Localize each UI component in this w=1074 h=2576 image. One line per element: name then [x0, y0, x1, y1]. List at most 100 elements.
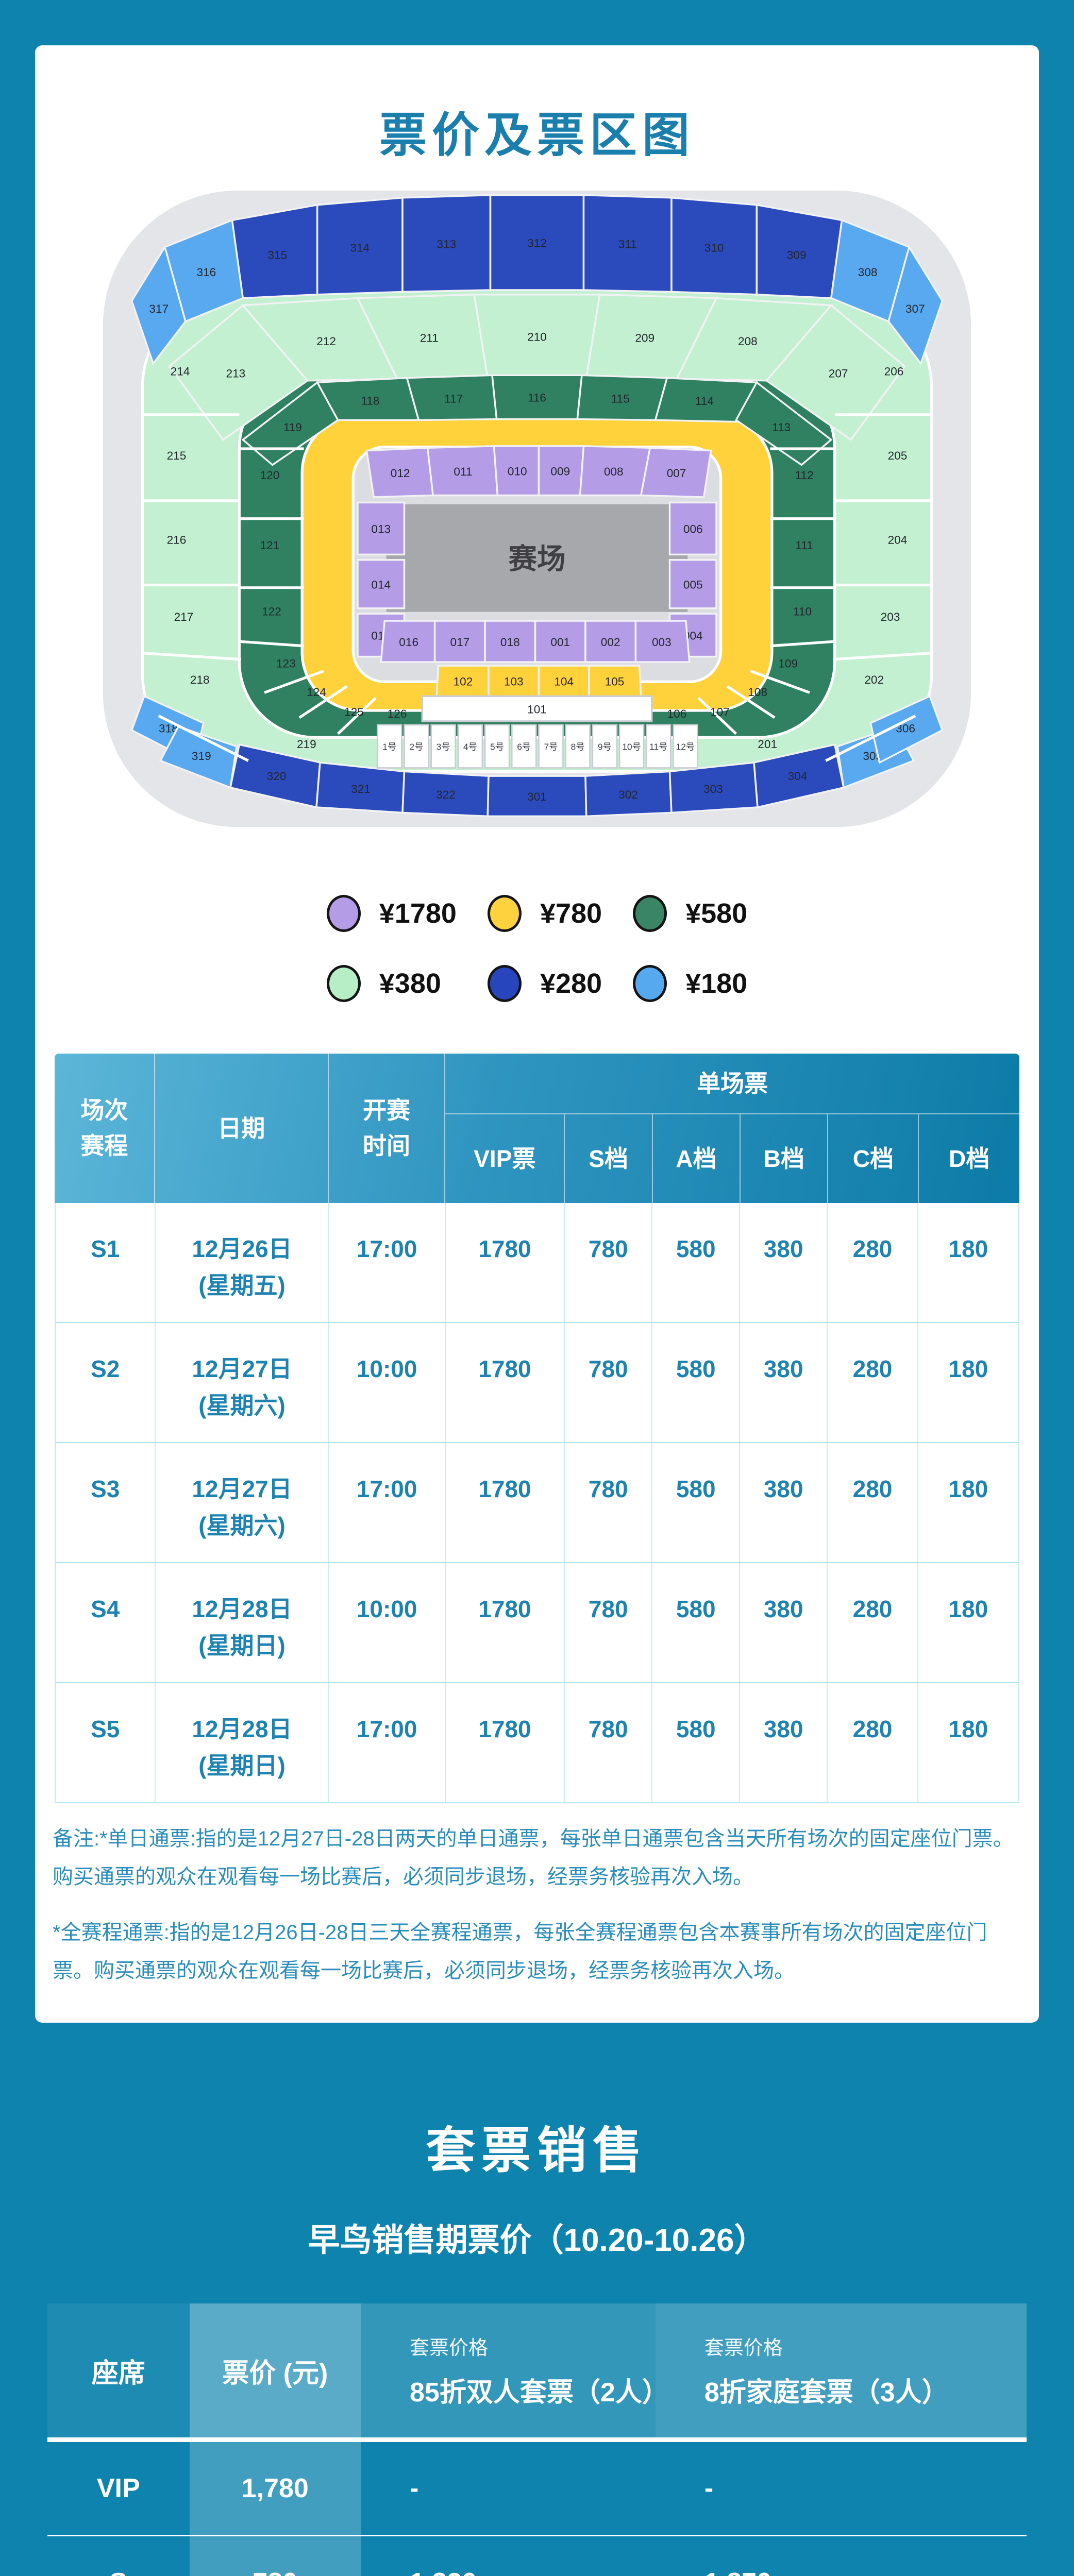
section-label: 119 [283, 421, 302, 434]
stadium-section-207 [765, 304, 906, 441]
cell-session: S3 [91, 1476, 120, 1503]
section-label: 103 [504, 675, 524, 688]
section-label: 301 [527, 790, 547, 803]
cell-price: 280 [827, 1563, 917, 1683]
package-row: S7801,3201,870 [47, 2535, 1027, 2576]
section-label: 201 [758, 738, 777, 751]
legend-price-label: ¥380 [379, 968, 441, 999]
stadium-section-307 [887, 245, 944, 366]
section-label: 321 [351, 783, 371, 795]
section-label: 313 [437, 238, 456, 251]
early-bird-table: 座席 票价 (元) 套票价格 85折双人套票（2人） 套票价格 8折家庭套票（3人） VIP… [47, 2303, 1027, 2576]
stadium-section-014 [357, 559, 406, 609]
strip-label: 12号 [676, 742, 695, 752]
section-label: 204 [888, 533, 908, 546]
cell-session: S4 [91, 1596, 120, 1623]
section-label: 213 [226, 367, 245, 380]
header-session: 场次 赛程 [80, 1097, 128, 1160]
section-label: 012 [391, 467, 410, 480]
section-label: 118 [361, 394, 379, 407]
section-label: 126 [388, 707, 407, 720]
stadium-section-101 [421, 695, 653, 722]
section-label: 123 [276, 657, 296, 670]
stadium-strip-4号 [457, 724, 483, 769]
cell-session: S5 [91, 1716, 120, 1743]
cell-price: 1780 [444, 1323, 564, 1443]
section-label: 110 [793, 605, 812, 618]
section-label: 218 [190, 673, 210, 686]
stadium-strip-7号 [538, 724, 564, 769]
price-legend: ¥1780 ¥780 ¥580 ¥380 ¥280 ¥180 [35, 895, 1039, 1003]
note-full-event-pass: *全赛程通票:指的是12月26日-28日三天全赛程通票，每张全赛程通票包含本赛事… [53, 1921, 987, 1982]
cell-price: 1780 [444, 1563, 564, 1683]
schedule-table: 场次 赛程 日期 开赛 时间 单场票 VIP票 S档 A档 B档 C档 D档 S1 1… [55, 1054, 1019, 1804]
strip-label: 9号 [598, 742, 612, 752]
section-label: 303 [703, 783, 723, 795]
header-seat: 座席 [47, 2303, 190, 2438]
section-label: 211 [420, 332, 439, 345]
package-row: VIP 1,780 - - [47, 2441, 1027, 2535]
cell-seat: S [47, 2536, 190, 2576]
section-label: 206 [884, 365, 904, 378]
header-duo-package: 套票价格 85折双人套票（2人） [361, 2303, 669, 2438]
strip-label: 4号 [463, 742, 477, 752]
section-label: 203 [881, 611, 900, 623]
section-label: 312 [527, 236, 547, 249]
header-single-ticket: 单场票 [444, 1054, 1019, 1114]
cell-duo-price: - [410, 2473, 419, 2504]
section-label: 013 [371, 523, 391, 536]
section-label: 007 [667, 467, 686, 480]
cell-price: 580 [651, 1323, 739, 1443]
section-label: 018 [500, 636, 520, 649]
strip-label: 8号 [571, 742, 585, 752]
section-label: 102 [454, 675, 473, 688]
stadium-section-007 [640, 447, 712, 498]
cell-price: 580 [651, 1443, 739, 1563]
cell-price: 1,780 [189, 2442, 361, 2535]
section-label: 210 [527, 330, 547, 343]
stadium-strip-5号 [484, 724, 510, 769]
cell-price: 780 [564, 1563, 651, 1683]
cell-time: 10:00 [328, 1563, 445, 1683]
section-label: 310 [704, 242, 724, 255]
legend-color-dot-icon [487, 965, 522, 1003]
cell-price: 180 [917, 1683, 1018, 1803]
header-tier-s: S档 [564, 1113, 652, 1204]
cell-date: 12月26日 (星期五) [155, 1203, 328, 1323]
stadium-section-013 [357, 501, 406, 556]
schedule-row: S3 12月27日 (星期六) 17:00 1780 780 580 380 280 180 [56, 1442, 1018, 1563]
cell-price: 580 [651, 1203, 739, 1323]
section-label: 008 [604, 465, 624, 478]
section-label: 202 [864, 673, 884, 686]
cell-seat: VIP [96, 2473, 140, 2504]
cell-price: 380 [739, 1563, 827, 1683]
cell-price: 780 [564, 1203, 651, 1323]
schedule-row: S1 12月26日 (星期五) 17:00 1780 780 580 380 280 180 [56, 1203, 1018, 1323]
legend-price-label: ¥580 [685, 898, 748, 929]
cell-family-price: - [704, 2473, 714, 2504]
cell-price: 280 [827, 1323, 917, 1443]
legend-color-dot-icon [326, 965, 361, 1003]
section-label: 320 [267, 770, 287, 783]
legend-color-dot-icon [326, 895, 361, 933]
schedule-table-header: 场次 赛程 日期 开赛 时间 单场票 VIP票 S档 A档 B档 C档 D档 [55, 1054, 1019, 1204]
cell-price: 780 [564, 1323, 651, 1443]
package-sales-section: 套票销售 早鸟销售期票价（10.20-10.26） 座席 票价 (元) 套票价格 85… [0, 2023, 1074, 2576]
legend-price-label: ¥180 [685, 968, 748, 999]
section-label: 319 [192, 750, 211, 762]
cell-price: 780 [564, 1683, 651, 1803]
cell-time: 17:00 [328, 1443, 445, 1563]
stadium-section-317 [130, 245, 187, 366]
section-label: 114 [695, 395, 714, 408]
strip-label: 1号 [382, 742, 396, 752]
cell-price: 1780 [444, 1203, 564, 1323]
legend-price-label: ¥780 [540, 898, 602, 929]
legend-item: ¥180 [633, 965, 748, 1003]
section-label: 120 [260, 469, 280, 482]
cell-price: 580 [651, 1563, 739, 1683]
cell-price: 380 [739, 1323, 827, 1443]
cell-price: 180 [917, 1563, 1018, 1683]
legend-item: ¥580 [633, 895, 748, 933]
header-tier-d: D档 [918, 1113, 1019, 1204]
stadium-section-003 [634, 620, 691, 663]
